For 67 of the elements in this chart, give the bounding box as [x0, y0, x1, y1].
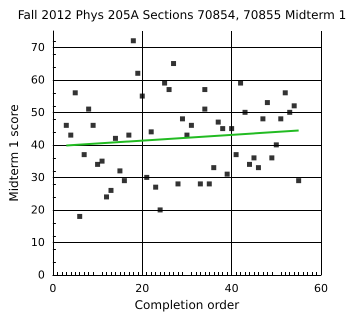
y-tick-label: 40 [30, 138, 45, 152]
point [171, 61, 176, 66]
point [158, 207, 163, 212]
x-tick-label: 40 [224, 282, 239, 295]
y-tick-label: 0 [38, 268, 45, 282]
point [90, 122, 96, 128]
point [112, 136, 118, 141]
y-tick-label: 30 [30, 170, 45, 184]
point [278, 116, 284, 122]
point [260, 116, 266, 122]
point [148, 129, 154, 134]
x-axis-title: Completion order [134, 298, 240, 312]
point [176, 181, 181, 186]
point [220, 126, 226, 132]
point [104, 194, 110, 200]
point [122, 178, 127, 184]
point [229, 126, 234, 132]
point [162, 80, 168, 86]
point [100, 158, 105, 164]
y-tick-label: 60 [30, 73, 45, 86]
y-tick-label: 10 [30, 236, 45, 249]
point [238, 80, 244, 86]
point [206, 181, 212, 186]
y-tick-label: 20 [30, 203, 45, 216]
point [82, 152, 87, 158]
point [72, 90, 78, 96]
point [95, 162, 100, 167]
point [234, 152, 239, 158]
point [86, 106, 92, 112]
point [108, 188, 114, 193]
point [296, 178, 302, 184]
chart-title: Fall 2012 Phys 205A Sections 70854, 70855 Midterm 1 [18, 8, 346, 22]
point [242, 110, 248, 115]
point [180, 116, 185, 122]
point [256, 165, 261, 170]
point [292, 103, 297, 108]
point [126, 132, 132, 138]
x-tick-label: 20 [135, 282, 150, 295]
point [274, 142, 279, 148]
y-axis-title: Midterm 1 score [7, 104, 21, 202]
point [64, 122, 69, 128]
point [251, 155, 256, 160]
point [135, 70, 140, 76]
point [130, 38, 136, 44]
point [216, 120, 221, 125]
point [140, 94, 145, 99]
point [282, 90, 288, 96]
point [211, 165, 216, 170]
x-tick-label: 0 [49, 282, 56, 295]
y-tick-label: 50 [30, 106, 45, 119]
point [247, 162, 252, 167]
point [198, 181, 203, 186]
point [202, 106, 208, 112]
point [264, 100, 270, 106]
point [202, 87, 208, 92]
point [77, 214, 82, 219]
point [117, 168, 122, 174]
x-tick-label: 60 [314, 282, 328, 295]
point [188, 122, 194, 128]
point [224, 172, 230, 177]
point [269, 155, 274, 160]
y-tick-label: 70 [30, 40, 45, 54]
point [153, 184, 158, 190]
point [144, 174, 150, 180]
point [287, 110, 292, 115]
point [166, 87, 172, 92]
point [68, 132, 74, 138]
